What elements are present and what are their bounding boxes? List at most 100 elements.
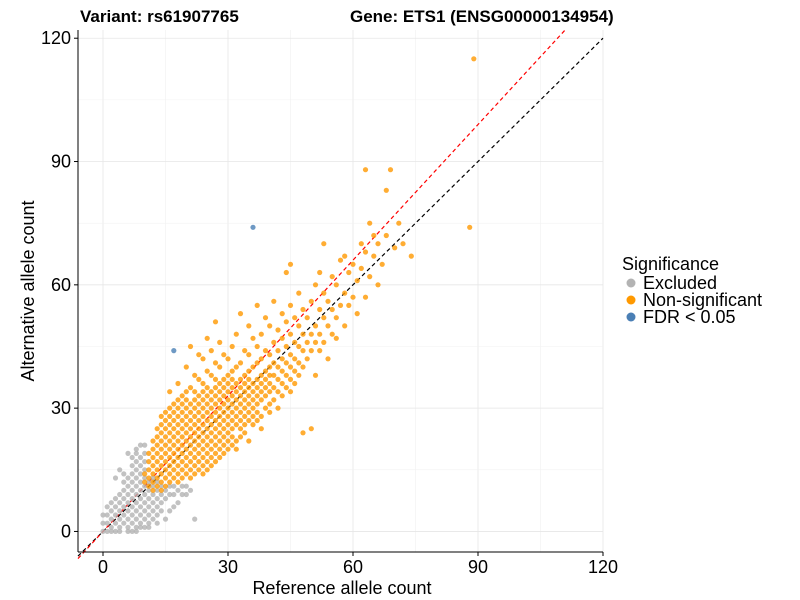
point-non-significant <box>217 430 223 436</box>
point-non-significant <box>308 426 314 432</box>
point-excluded <box>142 450 148 456</box>
point-non-significant <box>225 380 231 387</box>
point-non-significant <box>217 364 223 370</box>
point-non-significant <box>271 385 277 391</box>
point-non-significant <box>179 450 185 456</box>
point-non-significant <box>346 302 352 308</box>
point-non-significant <box>271 339 277 345</box>
point-excluded <box>125 516 131 522</box>
point-non-significant <box>267 389 273 395</box>
point-excluded <box>167 508 173 514</box>
point-non-significant <box>179 434 185 440</box>
point-non-significant <box>200 413 206 419</box>
point-excluded <box>179 483 185 489</box>
point-non-significant <box>275 327 281 333</box>
point-excluded <box>150 508 156 514</box>
point-non-significant <box>275 364 281 370</box>
point-excluded <box>112 496 119 502</box>
point-non-significant <box>221 385 227 391</box>
point-non-significant <box>254 385 260 391</box>
point-non-significant <box>258 397 264 403</box>
point-non-significant <box>337 257 344 263</box>
point-non-significant <box>192 389 198 395</box>
point-excluded <box>162 516 169 522</box>
point-excluded <box>117 528 123 535</box>
point-excluded <box>133 475 139 481</box>
point-non-significant <box>175 479 181 485</box>
point-non-significant <box>175 446 181 452</box>
point-non-significant <box>171 467 177 473</box>
point-non-significant <box>162 467 169 473</box>
point-excluded <box>125 508 131 514</box>
point-non-significant <box>208 422 214 428</box>
point-excluded <box>117 516 123 522</box>
point-non-significant <box>196 417 202 424</box>
point-non-significant <box>296 372 302 378</box>
point-non-significant <box>212 442 219 448</box>
point-non-significant <box>162 434 169 440</box>
point-non-significant <box>167 405 173 411</box>
point-non-significant <box>367 274 373 280</box>
data-points <box>100 56 477 535</box>
point-non-significant <box>192 471 198 477</box>
point-excluded <box>129 471 135 477</box>
point-non-significant <box>208 430 214 436</box>
point-non-significant <box>221 450 227 456</box>
point-non-significant <box>187 385 194 391</box>
point-non-significant <box>175 471 181 477</box>
point-excluded <box>150 500 156 506</box>
point-non-significant <box>175 422 181 428</box>
point-non-significant <box>212 393 219 399</box>
point-non-significant <box>221 442 227 448</box>
point-non-significant <box>262 315 269 321</box>
point-non-significant <box>200 380 206 387</box>
point-non-significant <box>246 417 252 424</box>
point-non-significant <box>196 409 202 415</box>
point-non-significant <box>233 397 239 403</box>
point-non-significant <box>237 385 244 391</box>
x-tick-label: 120 <box>588 557 618 577</box>
point-non-significant <box>183 463 189 469</box>
point-non-significant <box>187 467 194 473</box>
point-non-significant <box>292 380 298 387</box>
point-non-significant <box>308 348 314 354</box>
point-non-significant <box>250 413 256 419</box>
point-excluded <box>158 483 164 489</box>
point-non-significant <box>279 311 285 317</box>
point-non-significant <box>200 422 206 428</box>
point-non-significant <box>204 409 210 415</box>
point-non-significant <box>196 467 202 473</box>
point-excluded <box>125 483 131 489</box>
point-excluded <box>133 524 139 530</box>
point-non-significant <box>300 348 306 354</box>
point-excluded <box>133 483 139 489</box>
point-non-significant <box>242 372 248 378</box>
point-non-significant <box>154 426 160 432</box>
point-excluded <box>171 504 177 510</box>
chart-title-gene: Gene: ETS1 (ENSG00000134954) <box>350 7 614 26</box>
point-non-significant <box>279 380 285 387</box>
point-non-significant <box>250 364 256 370</box>
point-non-significant <box>208 405 214 411</box>
point-non-significant <box>262 385 269 391</box>
point-non-significant <box>267 323 273 329</box>
point-non-significant <box>171 426 177 432</box>
point-non-significant <box>283 372 289 378</box>
point-non-significant <box>258 426 264 432</box>
point-non-significant <box>233 446 239 452</box>
legend-swatch-excluded <box>626 278 636 288</box>
point-excluded <box>150 516 156 522</box>
point-excluded <box>167 491 173 498</box>
point-excluded <box>104 512 110 518</box>
x-tick-label: 30 <box>218 557 238 577</box>
point-non-significant <box>183 430 189 436</box>
point-non-significant <box>208 372 214 378</box>
point-non-significant <box>321 315 327 321</box>
point-non-significant <box>154 434 160 440</box>
point-non-significant <box>242 413 248 419</box>
point-non-significant <box>254 417 260 424</box>
point-excluded <box>133 528 139 535</box>
point-excluded <box>129 496 135 502</box>
point-non-significant <box>192 405 198 411</box>
point-non-significant <box>258 413 264 419</box>
